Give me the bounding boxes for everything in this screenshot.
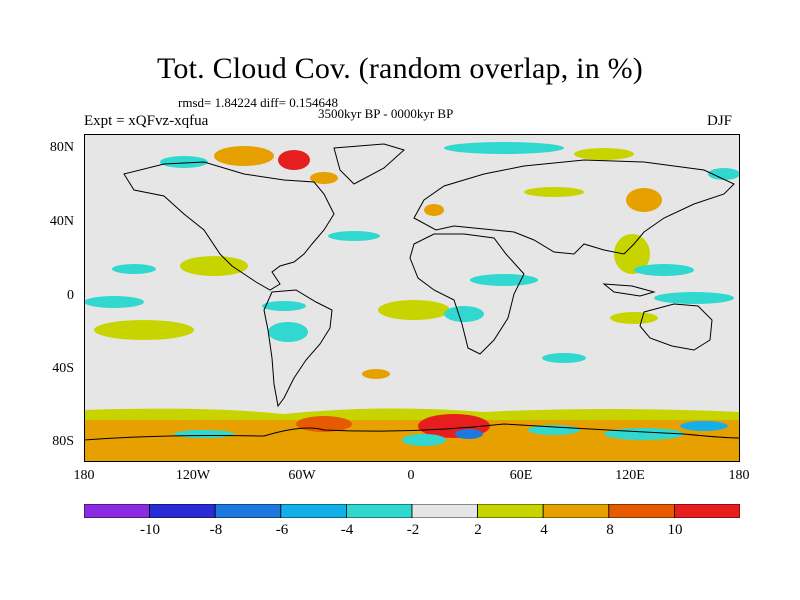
antarctic-cyan-patch-5: [174, 430, 234, 438]
southern-ocean-band-yellow: [84, 408, 740, 420]
period-label: 3500kyr BP - 0000kyr BP: [318, 106, 454, 121]
n-atlantic-cyan: [328, 231, 380, 241]
colorbar-box: [674, 504, 740, 518]
lon-tick-180e: 180: [728, 468, 750, 483]
colorbar-box: [608, 504, 675, 518]
anomaly-patches: [84, 142, 740, 462]
antarctic-cyan-patch: [402, 434, 446, 446]
pacific-yellow-patch: [180, 256, 248, 276]
atlantic-yellow-patch: [378, 300, 450, 320]
coast-australia: [639, 303, 713, 351]
lon-tick-120w: 120W: [175, 468, 211, 483]
season-label: DJF: [707, 113, 733, 129]
antarctic-cyan-patch-3: [680, 421, 728, 431]
world-map: [84, 134, 740, 462]
coast-eurasia: [413, 159, 735, 255]
indian-ocean-yellow: [610, 312, 658, 324]
colorbar-box: [214, 504, 282, 518]
arctic-orange-patch-2: [310, 172, 338, 184]
lon-tick-60w: 60W: [288, 468, 316, 483]
eq-cyan-patch-2: [262, 301, 306, 311]
coastlines: [84, 143, 740, 441]
africa-cyan-patch: [444, 306, 484, 322]
stats-label: rmsd= 1.84224 diff= 0.154648: [178, 95, 338, 110]
pacific-yellow-south: [94, 320, 194, 340]
colorbar-box: [411, 504, 478, 518]
colorbar-label-minus4: -4: [340, 522, 354, 538]
coast-antarctica: [84, 423, 740, 441]
s-atlantic-orange: [362, 369, 390, 379]
s-indian-cyan: [542, 353, 586, 363]
colorbar-box: [149, 504, 216, 518]
map-title: Tot. Cloud Cov. (random overlap, in %): [157, 52, 643, 85]
colorbar-label-minus6: -6: [275, 522, 289, 538]
coast-greenland: [333, 143, 405, 185]
colorbar-box: [280, 504, 347, 518]
n-atlantic-orange: [424, 204, 444, 216]
lat-tick-80s: 80S: [52, 434, 74, 449]
experiment-label: Expt = xQFvz-xqfua: [84, 113, 209, 129]
colorbar-label-8: 8: [606, 522, 614, 538]
colorbar-label-minus8: -8: [209, 522, 223, 538]
asia-cyan-patch: [634, 264, 694, 276]
arctic-cyan-patch: [444, 142, 564, 154]
eq-cyan-patch: [84, 296, 144, 308]
antarctic-blue-patch: [455, 429, 483, 439]
lat-tick-0: 0: [67, 288, 74, 303]
map-frame: [84, 134, 740, 462]
asia-yellow-patch: [614, 234, 650, 274]
coast-north-america: [123, 161, 335, 291]
map-background: [84, 134, 740, 462]
samerica-cyan-patch: [268, 322, 308, 342]
indian-ocean-cyan: [654, 292, 734, 304]
colorbar-label-10: 10: [667, 522, 683, 538]
lat-tick-80n: 80N: [49, 140, 74, 155]
lon-tick-0: 0: [407, 468, 415, 483]
coast-indonesia: [602, 283, 656, 297]
africa-cyan-patch-2: [470, 274, 538, 286]
lon-tick-120e: 120E: [615, 468, 645, 483]
lat-tick-40n: 40N: [49, 214, 74, 229]
colorbar-label-2: 2: [474, 522, 482, 538]
asia-orange-patch: [626, 188, 662, 212]
colorbar-box: [477, 504, 544, 518]
colorbar-box: [542, 504, 610, 518]
pacific-cyan-patch: [112, 264, 156, 274]
lat-tick-40s: 40S: [52, 361, 74, 376]
colorbar-box: [345, 504, 413, 518]
arctic-cyan-patch-3: [708, 168, 740, 180]
colorbar-label-minus10: -10: [140, 522, 160, 538]
lon-tick-60e: 60E: [509, 468, 533, 483]
arctic-orange-patch: [214, 146, 274, 166]
arctic-red-patch: [278, 150, 310, 170]
lon-tick-180w: 180: [73, 468, 95, 483]
arctic-yellow-patch-2: [524, 187, 584, 197]
colorbar-box: [84, 504, 150, 518]
antarctic-cyan-patch-2: [604, 428, 684, 440]
colorbar-label-4: 4: [540, 522, 548, 538]
coast-south-america: [263, 289, 333, 408]
coast-africa: [409, 233, 525, 355]
colorbar: [84, 504, 740, 518]
arctic-cyan-patch-2: [160, 156, 208, 168]
colorbar-label-minus2: -2: [406, 522, 420, 538]
arctic-yellow-patch: [574, 148, 634, 160]
